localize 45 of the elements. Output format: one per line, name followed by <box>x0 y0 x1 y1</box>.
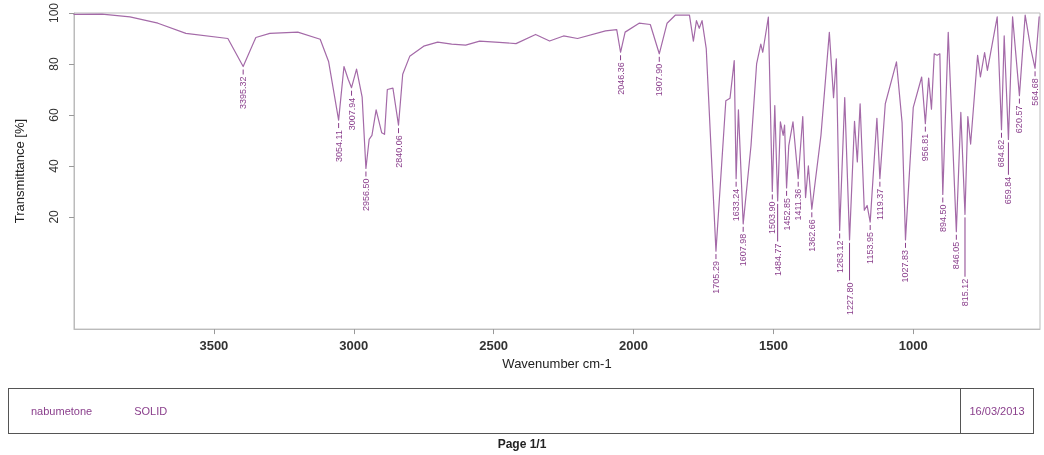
y-tick-label: 80 <box>47 57 61 71</box>
y-tick-label: 60 <box>47 107 61 122</box>
annotation: 2840.06 <box>393 135 404 168</box>
annotation: 3395.32 <box>238 76 249 110</box>
x-axis-title: Wavenumber cm-1 <box>502 356 612 371</box>
text: 16/03/2013 <box>969 405 1025 417</box>
text: Page 1/1 <box>496 437 548 451</box>
annotation: 956.81 <box>920 133 931 162</box>
y-axis-title: Transmittance [%] <box>12 118 27 224</box>
x-tick-label: 2500 <box>479 338 509 354</box>
y-tick-label: 100 <box>47 2 61 24</box>
annotation: 3054.11 <box>333 130 344 162</box>
y-tick-label: 20 <box>47 209 61 224</box>
annotation: 815.12 <box>959 278 970 307</box>
annotation: 1452.85 <box>781 197 792 231</box>
x-tick-label: 3000 <box>339 338 369 354</box>
annotation: 1362.66 <box>806 219 817 252</box>
annotation: 1484.77 <box>772 243 783 276</box>
text: nabumetone <box>31 405 93 417</box>
y-tick-label: 40 <box>47 158 61 173</box>
annotation: 1907.90 <box>654 63 665 97</box>
x-tick-label: 3500 <box>199 338 229 354</box>
annotation: 1411.36 <box>793 188 804 221</box>
annotation: 1503.90 <box>767 201 778 234</box>
annotation: 659.84 <box>1003 176 1014 205</box>
annotation: 2046.36 <box>615 62 626 95</box>
x-tick-label: 1500 <box>758 338 788 354</box>
annotation: 2956.50 <box>360 178 371 212</box>
text: SOLID <box>134 405 168 417</box>
annotation: 564.68 <box>1030 78 1041 106</box>
x-tick-label: 1000 <box>898 338 928 354</box>
annotation: 1153.95 <box>865 232 876 264</box>
annotation: 1027.83 <box>900 249 911 283</box>
annotation: 1119.37 <box>874 188 885 220</box>
annotation: 684.62 <box>996 139 1007 168</box>
annotation: 1633.24 <box>731 188 742 222</box>
annotation: 3007.94 <box>346 97 357 131</box>
annotation: 1263.12 <box>834 240 845 273</box>
annotation: 846.05 <box>951 241 962 270</box>
annotation: 1227.80 <box>844 282 855 315</box>
annotation: 1607.98 <box>738 233 749 267</box>
x-tick-label: 2000 <box>619 338 648 354</box>
annotation: 1705.29 <box>710 261 721 294</box>
annotation: 620.57 <box>1014 105 1025 134</box>
annotation: 894.50 <box>937 204 948 233</box>
